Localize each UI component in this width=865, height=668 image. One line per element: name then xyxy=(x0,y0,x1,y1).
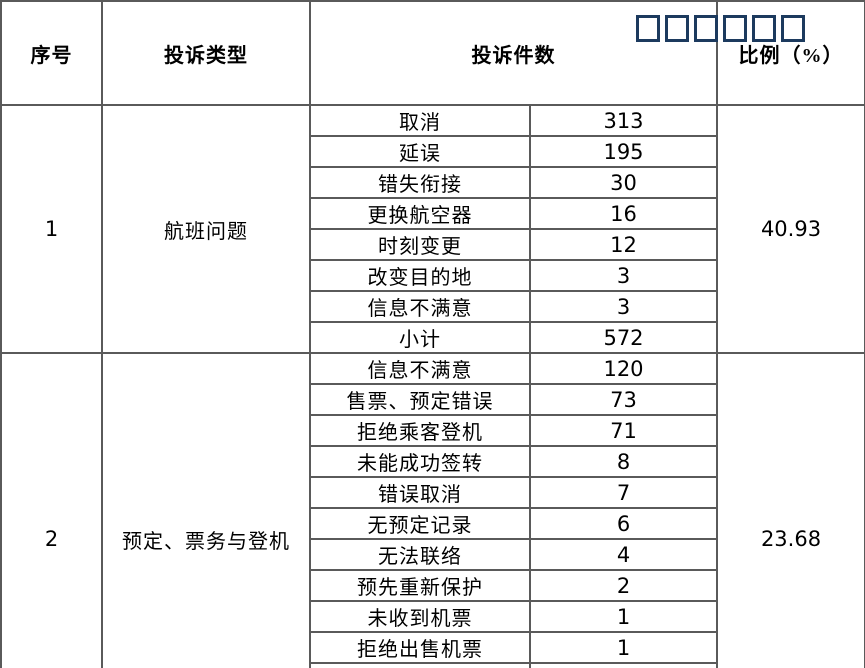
subtype-cell: 无预定记录 xyxy=(309,507,531,540)
count-cell: 1 xyxy=(529,631,718,664)
subtype-cell: 更换航空器 xyxy=(309,197,531,230)
count-cell: 30 xyxy=(529,166,718,199)
ratio-cell: 40.93 xyxy=(716,104,865,354)
count-cell: 7 xyxy=(529,476,718,509)
count-cell: 2 xyxy=(529,569,718,602)
subtype-cell: 信息不满意 xyxy=(309,352,531,385)
count-cell: 3 xyxy=(529,259,718,292)
subtype-cell: 延误 xyxy=(309,135,531,168)
header-serial: 序号 xyxy=(0,0,103,106)
subtype-cell: 时刻变更 xyxy=(309,228,531,261)
missing-glyph-box-icon xyxy=(636,15,660,42)
table-row: 时刻变更 12 xyxy=(1,228,865,261)
ratio-cell: 23.68 xyxy=(716,352,865,668)
missing-glyph-box-icon xyxy=(665,15,689,42)
table-row: 更换航空器 16 xyxy=(1,197,865,230)
subtype-cell: 取消 xyxy=(309,104,531,137)
count-cell: 71 xyxy=(529,414,718,447)
subtype-cell: 未收到机票 xyxy=(309,600,531,633)
table-row: 拒绝乘客登机 71 xyxy=(1,414,865,447)
table-row: 2 预定、票务与登机 信息不满意 120 23.68 xyxy=(0,352,865,668)
complaint-type-cell: 预定、票务与登机 xyxy=(101,352,311,668)
table-row: 小计 572 xyxy=(1,321,865,354)
count-cell: 4 xyxy=(529,538,718,571)
missing-glyph-row xyxy=(636,15,805,42)
missing-glyph-box-icon xyxy=(752,15,776,42)
count-cell: 8 xyxy=(529,445,718,478)
subtype-cell: 错误取消 xyxy=(309,476,531,509)
count-cell: 73 xyxy=(529,383,718,416)
table-row: 延误 195 xyxy=(1,135,865,168)
subtype-cell: 拒绝乘客登机 xyxy=(309,414,531,447)
subtype-cell: 售票、预定错误 xyxy=(309,383,531,416)
subtype-cell: 其他 xyxy=(309,662,531,668)
table-row: 无法联络 4 xyxy=(1,538,865,571)
missing-glyph-box-icon xyxy=(781,15,805,42)
subtype-cell: 未能成功签转 xyxy=(309,445,531,478)
table-row: 未能成功签转 8 xyxy=(1,445,865,478)
header-complaint-type: 投诉类型 xyxy=(101,0,311,106)
count-cell: 120 xyxy=(529,352,718,385)
table-row: 预先重新保护 2 xyxy=(1,569,865,602)
subtype-cell: 信息不满意 xyxy=(309,290,531,323)
subtype-cell: 预先重新保护 xyxy=(309,569,531,602)
subtype-cell: 错失衔接 xyxy=(309,166,531,199)
table-row: 售票、预定错误 73 xyxy=(1,383,865,416)
table-row: 错失衔接 30 xyxy=(1,166,865,199)
count-cell: 38 xyxy=(529,662,718,668)
table-row: 拒绝出售机票 1 xyxy=(1,631,865,664)
table-body: 1 航班问题 取消 313 40.93 延误 195 错失衔接 30 更换航空器 16 时刻变更 12 改… xyxy=(0,104,865,668)
count-cell: 195 xyxy=(529,135,718,168)
table-row: 信息不满意 3 xyxy=(1,290,865,323)
missing-glyph-box-icon xyxy=(694,15,718,42)
subtype-cell: 拒绝出售机票 xyxy=(309,631,531,664)
table-row: 其他38 xyxy=(1,662,865,668)
serial-cell: 2 xyxy=(0,352,103,668)
subtype-cell: 改变目的地 xyxy=(309,259,531,292)
table-row: 改变目的地 3 xyxy=(1,259,865,292)
complaint-type-cell: 航班问题 xyxy=(101,104,311,354)
count-cell: 572 xyxy=(529,321,718,354)
missing-glyph-box-icon xyxy=(723,15,747,42)
count-cell: 1 xyxy=(529,600,718,633)
count-cell: 3 xyxy=(529,290,718,323)
table-row: 未收到机票 1 xyxy=(1,600,865,633)
count-cell: 12 xyxy=(529,228,718,261)
table-row: 无预定记录 6 xyxy=(1,507,865,540)
count-cell: 16 xyxy=(529,197,718,230)
table-row: 1 航班问题 取消 313 40.93 xyxy=(0,104,865,354)
subtype-cell: 无法联络 xyxy=(309,538,531,571)
count-cell: 6 xyxy=(529,507,718,540)
subtype-cell: 小计 xyxy=(309,321,531,354)
table-row: 错误取消 7 xyxy=(1,476,865,509)
serial-cell: 1 xyxy=(0,104,103,354)
count-cell: 313 xyxy=(529,104,718,137)
